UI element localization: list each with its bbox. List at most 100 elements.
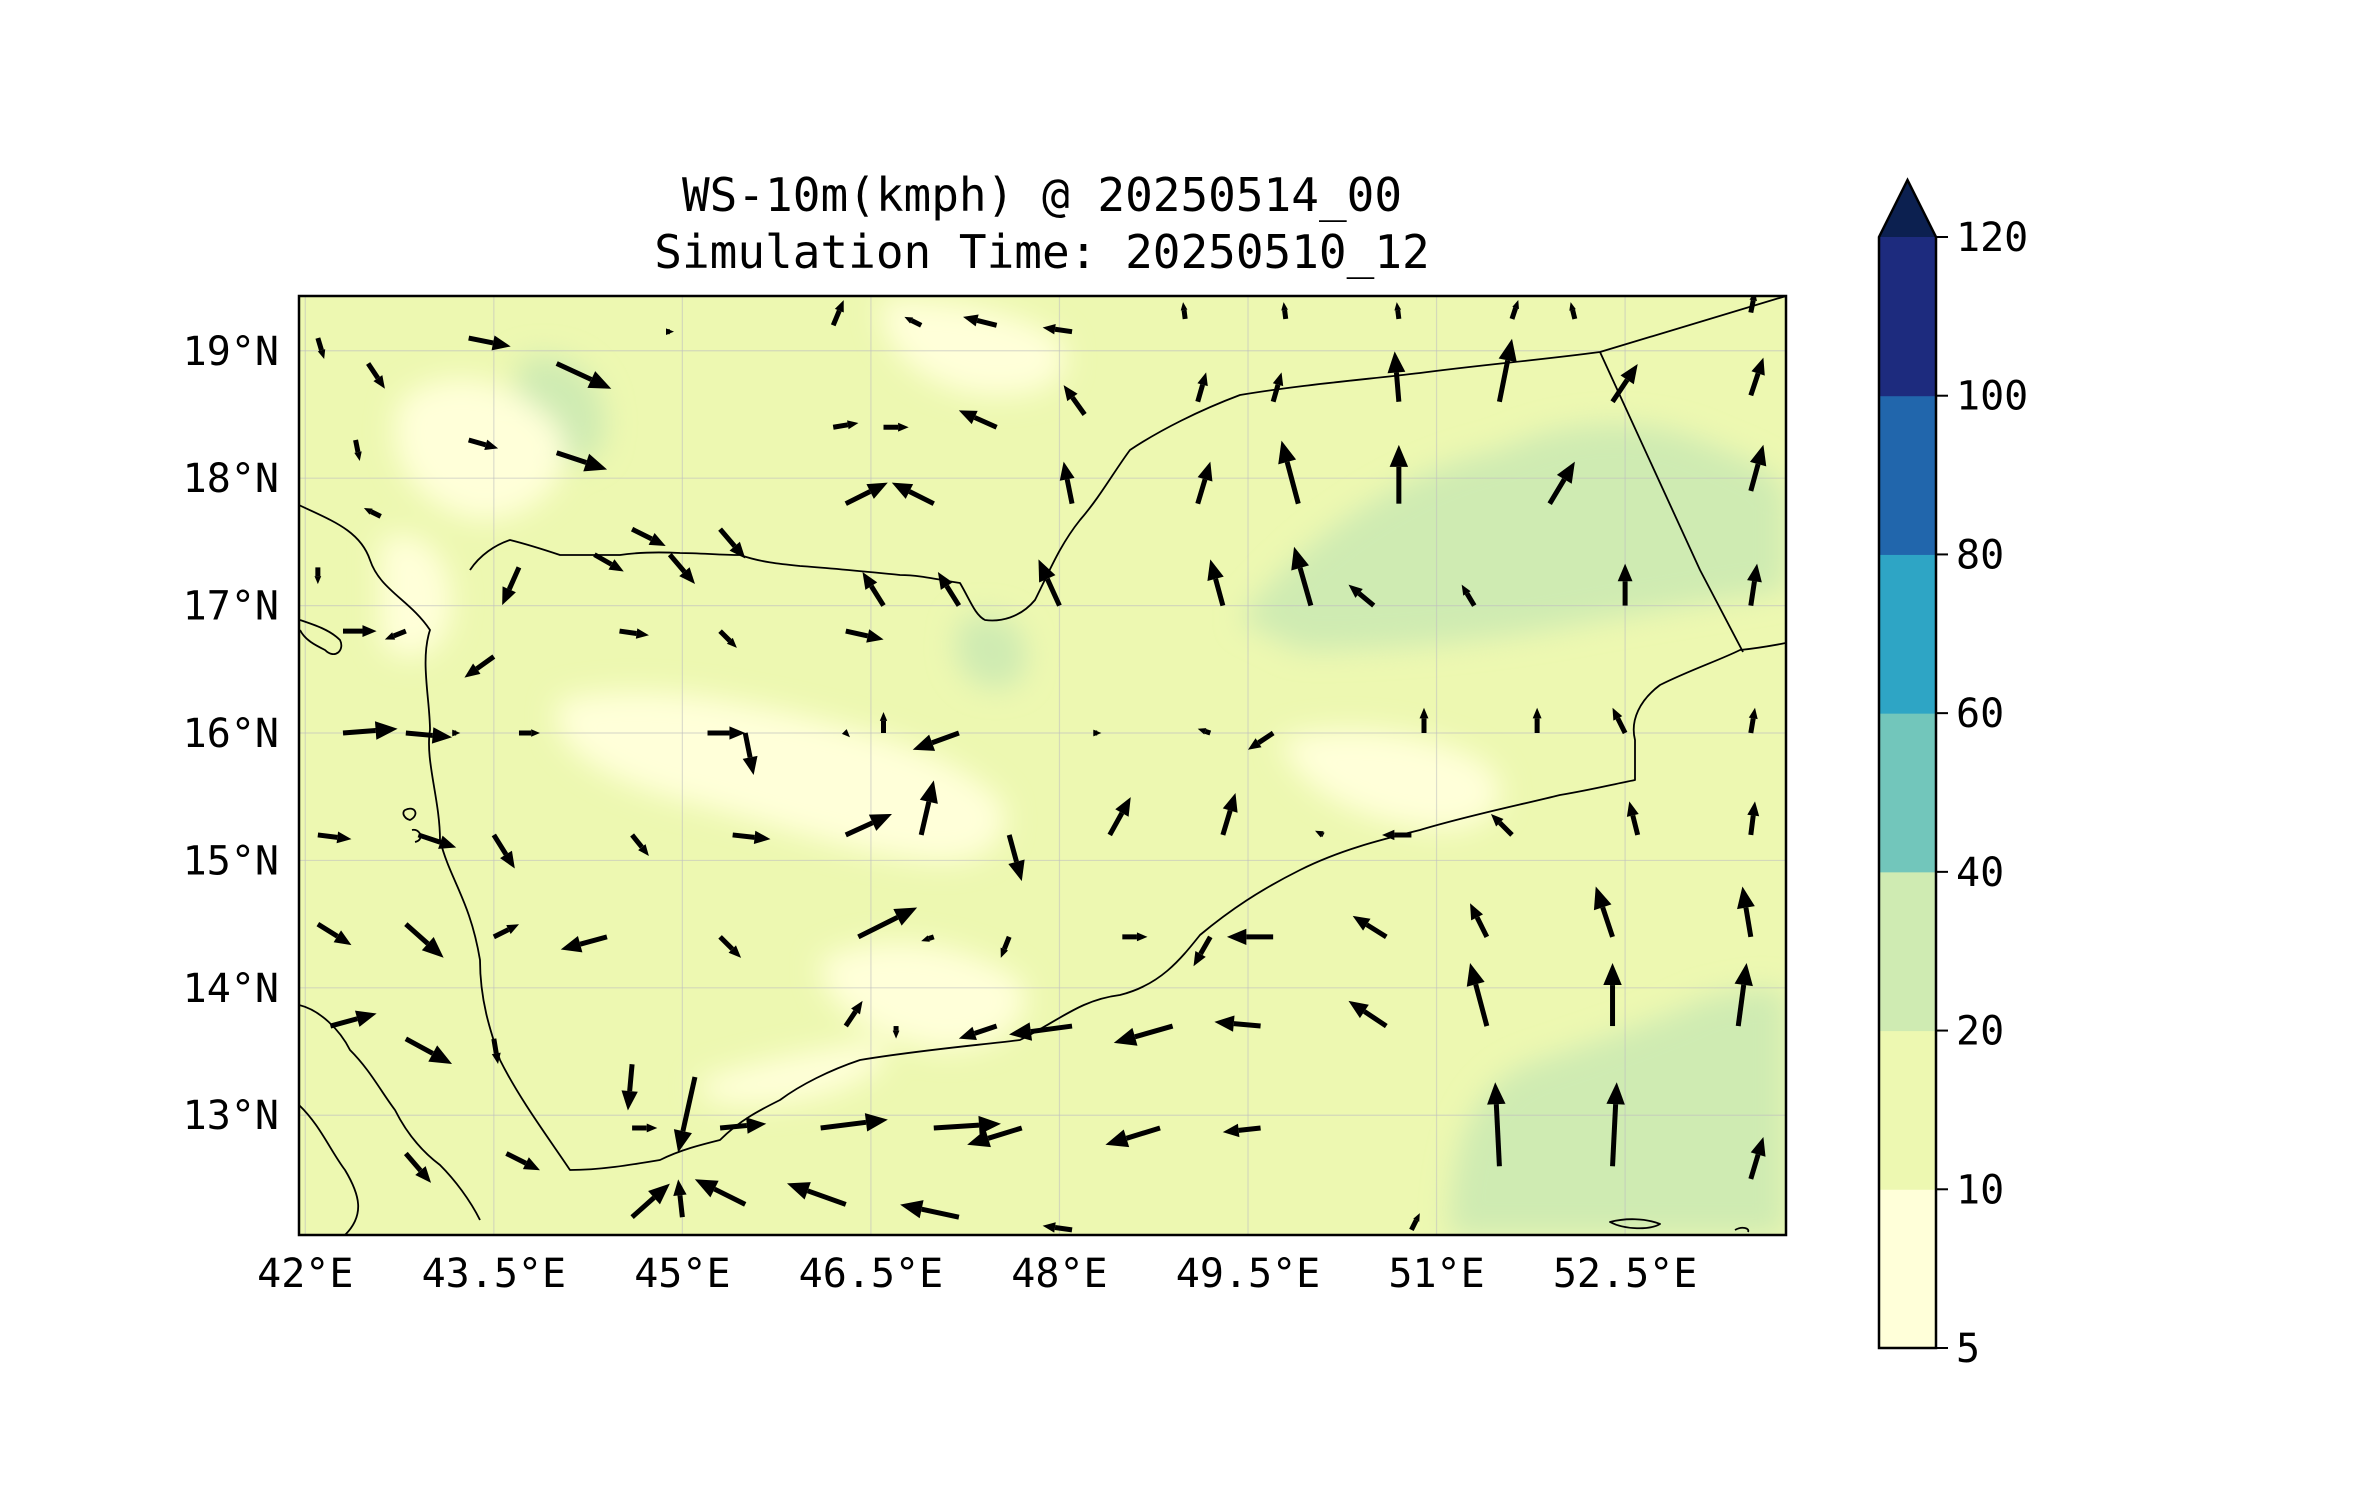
colorbar-tick-label-6: 100 <box>1956 374 2028 420</box>
wind-arrow-60 <box>452 729 461 737</box>
wind-arrow-92 <box>560 934 608 953</box>
wind-arrow-122 <box>632 1123 658 1133</box>
title-line-2: Simulation Time: 20250510_12 <box>654 225 1429 279</box>
wind-arrow-80 <box>918 780 938 836</box>
colorbar-bin-60-80 <box>1879 554 1936 714</box>
wind-arrow-111 <box>958 1023 998 1041</box>
wind-arrow-85 <box>1382 829 1412 841</box>
wind-arrow-50 <box>1461 584 1477 607</box>
wind-arrow-4 <box>666 328 675 336</box>
lat-tick-label-1: 18°N <box>183 456 279 502</box>
wind-arrow-66 <box>912 730 960 751</box>
wind-arrow-18 <box>832 420 859 430</box>
colorbar-outline <box>1877 177 1938 1350</box>
wind-arrow-37 <box>1389 444 1409 504</box>
wind-arrow-94 <box>857 907 918 940</box>
wind-arrow-73 <box>1748 707 1758 734</box>
colorbar-tick-label-1: 10 <box>1956 1167 2004 1213</box>
colorbar-bin-80-100 <box>1879 395 1936 555</box>
wind-arrow-76 <box>491 833 515 869</box>
wind-arrow-131 <box>1748 1136 1766 1180</box>
yemen-oman-border <box>1599 351 1744 653</box>
wind-arrow-39 <box>1748 444 1767 492</box>
wind-arrow-40 <box>314 567 322 585</box>
wind-arrow-21 <box>1063 385 1087 416</box>
wind-arrow-46 <box>1038 559 1062 607</box>
wind-arrow-91 <box>492 924 520 940</box>
wind-arrow-23 <box>1270 372 1284 403</box>
wind-arrow-69 <box>1247 730 1275 750</box>
wind-arrow-24 <box>1387 351 1406 402</box>
wind-arrow-62 <box>742 732 758 776</box>
wind-arrow-98 <box>1193 935 1213 967</box>
wind-arrow-130 <box>1606 1082 1625 1167</box>
wind-arrow-10 <box>1281 302 1289 320</box>
latitude-axis: 19°N 18°N 17°N 16°N 15°N 14°N 13°N <box>183 329 279 1139</box>
colorbar-tick-label-0: 5 <box>1956 1326 1980 1372</box>
longitude-axis: 42°E 43.5°E 45°E 46.5°E 48°E 49.5°E 51°E 52.5°E <box>257 1251 1697 1297</box>
lon-tick-label-0: 42°E <box>257 1251 353 1297</box>
lon-tick-label-7: 52.5°E <box>1553 1251 1698 1297</box>
wind-arrow-71 <box>1532 707 1542 734</box>
wind-arrow-36 <box>1278 440 1301 505</box>
wind-arrow-114 <box>1214 1015 1261 1032</box>
wind-arrow-101 <box>1470 903 1490 938</box>
lat-tick-label-3: 16°N <box>183 711 279 757</box>
wind-arrow-129 <box>1487 1082 1506 1167</box>
wind-arrow-107 <box>621 1064 638 1111</box>
colorbar-bin-20-40 <box>1879 871 1936 1032</box>
wind-arrow-68 <box>1197 728 1212 736</box>
wind-arrow-44 <box>862 572 886 607</box>
wind-arrow-88 <box>1747 801 1760 836</box>
wind-arrow-34 <box>1059 461 1075 505</box>
wind-arrow-1 <box>366 362 385 389</box>
wind-arrow-117 <box>1603 963 1622 1027</box>
socotra-islands <box>1609 1218 1750 1233</box>
wind-arrow-6 <box>904 316 923 328</box>
wind-arrow-12 <box>1509 300 1519 320</box>
wind-arrow-115 <box>1348 1000 1388 1029</box>
wind-arrow-77 <box>630 833 649 856</box>
wind-arrow-63 <box>707 726 746 740</box>
colorbar-tick-label-3: 40 <box>1956 850 2004 896</box>
wind-arrow-116 <box>1466 963 1490 1027</box>
wind-arrow-74 <box>317 831 352 844</box>
shade-20-40-gulf <box>1450 988 1786 1235</box>
wind-arrow-106 <box>491 1038 501 1064</box>
lon-tick-label-6: 51°E <box>1388 1251 1484 1297</box>
african-coastline <box>299 1004 481 1221</box>
wind-arrow-20 <box>958 410 998 430</box>
wind-arrow-67 <box>1093 729 1102 737</box>
wind-arrow-104 <box>329 1010 377 1029</box>
wind-arrow-30 <box>630 526 666 546</box>
lat-tick-label-5: 14°N <box>183 966 279 1012</box>
wind-arrow-27 <box>1748 357 1765 397</box>
lon-tick-label-4: 48°E <box>1011 1251 1107 1297</box>
wind-arrow-61 <box>518 729 540 737</box>
wind-arrow-118 <box>1734 963 1753 1027</box>
gridlines <box>299 296 1786 1235</box>
wind-arrow-25 <box>1496 338 1517 403</box>
wind-arrow-51 <box>1617 563 1633 606</box>
wind-arrow-42 <box>593 552 624 572</box>
wind-arrow-26 <box>1610 363 1638 404</box>
wind-arrow-90 <box>404 922 444 958</box>
lat-tick-label-4: 15°N <box>183 838 279 884</box>
wind-arrow-79 <box>844 813 892 838</box>
colorbar-bin-40-60 <box>1879 713 1936 873</box>
shade-5-10-northeast <box>880 299 1066 396</box>
wind-arrow-105 <box>404 1036 453 1064</box>
wind-arrow-137 <box>1042 1222 1073 1233</box>
wind-arrow-84 <box>1315 830 1325 838</box>
wind-arrow-70 <box>1419 707 1429 734</box>
shade-5-10-coastal-strip <box>698 1040 886 1105</box>
colorbar-tick-label-7: 120 <box>1956 215 2028 261</box>
wind-arrow-120 <box>403 1151 432 1183</box>
wind-arrow-59 <box>405 727 453 744</box>
wind-arrow-100 <box>1352 915 1388 939</box>
colorbar-tick-label-4: 60 <box>1956 691 2004 737</box>
wind-arrow-49 <box>1348 584 1376 608</box>
wind-arrow-86 <box>1490 813 1514 837</box>
